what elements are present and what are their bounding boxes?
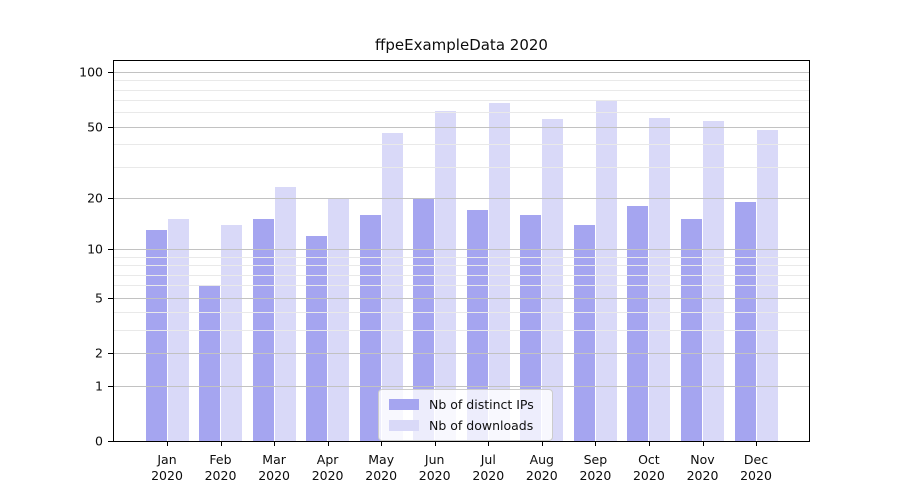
gridline-minor bbox=[114, 256, 809, 258]
gridline-major bbox=[114, 353, 809, 355]
bar-distinct-ips-may bbox=[359, 214, 381, 441]
x-tick-label-sep: Sep 2020 bbox=[579, 452, 612, 483]
gridline-minor bbox=[114, 112, 809, 114]
x-tick-mark bbox=[327, 442, 329, 446]
x-tick-mark bbox=[648, 442, 650, 446]
x-tick-mark bbox=[434, 442, 436, 446]
plot-area: Nb of distinct IPs Nb of downloads bbox=[113, 60, 810, 442]
gridline-minor bbox=[114, 285, 809, 287]
bar-downloads-feb bbox=[221, 224, 242, 441]
x-tick-label-apr: Apr 2020 bbox=[311, 452, 344, 483]
bar-downloads-jul bbox=[488, 102, 510, 441]
y-axis-labels: 0 1 2 5 10 20 50 100 bbox=[0, 60, 103, 449]
x-tick-label-may: May 2020 bbox=[365, 452, 398, 483]
legend-swatch-distinct-ips bbox=[389, 399, 419, 410]
x-tick-mark bbox=[274, 442, 276, 446]
bar-distinct-ips-jan bbox=[145, 230, 167, 441]
x-tick-label-jun: Jun 2020 bbox=[418, 452, 451, 483]
y-tick-label-1: 1 bbox=[95, 378, 103, 394]
gridline-major bbox=[114, 126, 809, 128]
y-tick-label-50: 50 bbox=[87, 119, 103, 135]
y-tick-mark bbox=[108, 385, 113, 387]
x-tick-label-jul: Jul 2020 bbox=[472, 452, 505, 483]
bar-downloads-mar bbox=[274, 186, 296, 441]
y-tick-label-100: 100 bbox=[79, 64, 103, 80]
legend-swatch-downloads bbox=[389, 420, 419, 431]
y-tick-label-5: 5 bbox=[95, 290, 103, 306]
x-tick-label-jan: Jan 2020 bbox=[151, 452, 183, 483]
y-tick-mark bbox=[108, 297, 113, 299]
bar-downloads-may bbox=[381, 133, 403, 441]
bar-downloads-sep bbox=[595, 100, 617, 441]
bar-distinct-ips-apr bbox=[306, 236, 328, 441]
legend-label-distinct-ips: Nb of distinct IPs bbox=[429, 397, 534, 412]
legend-item-distinct-ips: Nb of distinct IPs bbox=[389, 397, 542, 412]
gridline-minor bbox=[114, 274, 809, 276]
y-tick-mark bbox=[108, 353, 113, 355]
bar-distinct-ips-oct bbox=[627, 205, 649, 441]
legend: Nb of distinct IPs Nb of downloads bbox=[378, 389, 553, 441]
y-tick-label-2: 2 bbox=[95, 345, 103, 361]
bar-distinct-ips-jun bbox=[413, 197, 435, 441]
gridline-major bbox=[114, 197, 809, 199]
x-tick-mark bbox=[541, 442, 543, 446]
x-tick-mark bbox=[702, 442, 704, 446]
bar-distinct-ips-dec bbox=[734, 201, 756, 441]
gridline-major bbox=[114, 385, 809, 387]
x-tick-label-mar: Mar 2020 bbox=[258, 452, 290, 483]
gridline-minor bbox=[114, 144, 809, 146]
bar-distinct-ips-feb bbox=[199, 285, 220, 441]
x-tick-label-oct: Oct 2020 bbox=[632, 452, 665, 483]
gridline-major bbox=[114, 297, 809, 299]
legend-item-downloads: Nb of downloads bbox=[389, 418, 542, 433]
gridline-minor bbox=[114, 100, 809, 102]
bar-distinct-ips-jul bbox=[466, 209, 488, 441]
x-tick-mark bbox=[167, 442, 168, 446]
gridline-minor bbox=[114, 312, 809, 314]
gridline-major bbox=[114, 72, 809, 74]
bar-distinct-ips-aug bbox=[520, 214, 542, 441]
y-tick-mark bbox=[108, 126, 113, 128]
x-tick-label-feb: Feb 2020 bbox=[204, 452, 237, 483]
x-tick-mark bbox=[381, 442, 383, 446]
x-axis-labels: Jan 2020 Feb 2020 Mar 2020 Apr 2020 May 2020 Jun 20… bbox=[114, 452, 809, 492]
gridline-minor bbox=[114, 330, 809, 332]
bar-downloads-aug bbox=[542, 119, 564, 441]
chart-title: ffpeExampleData 2020 bbox=[375, 36, 548, 54]
y-tick-label-20: 20 bbox=[87, 190, 103, 206]
y-tick-label-0: 0 bbox=[95, 433, 103, 449]
x-tick-label-nov: Nov 2020 bbox=[686, 452, 719, 483]
x-tick-mark bbox=[595, 442, 597, 446]
y-tick-mark bbox=[108, 197, 113, 199]
y-tick-mark bbox=[108, 72, 113, 74]
x-tick-mark bbox=[756, 442, 757, 446]
gridline-minor bbox=[114, 89, 809, 91]
bar-downloads-apr bbox=[328, 197, 350, 441]
bar-distinct-ips-sep bbox=[573, 224, 595, 441]
x-tick-label-dec: Dec 2020 bbox=[740, 452, 772, 483]
y-tick-mark bbox=[108, 441, 113, 442]
x-tick-label-aug: Aug 2020 bbox=[525, 452, 558, 483]
gridline-major bbox=[114, 249, 809, 251]
gridline-minor bbox=[114, 80, 809, 82]
bar-downloads-nov bbox=[703, 120, 724, 441]
bar-downloads-jun bbox=[435, 111, 457, 441]
x-tick-mark bbox=[488, 442, 490, 446]
x-tick-mark bbox=[220, 442, 222, 446]
y-tick-label-10: 10 bbox=[87, 241, 103, 257]
y-tick-mark bbox=[108, 249, 113, 251]
legend-label-downloads: Nb of downloads bbox=[429, 418, 534, 433]
gridline-minor bbox=[114, 265, 809, 267]
gridline-minor bbox=[114, 166, 809, 168]
bar-downloads-oct bbox=[649, 117, 671, 441]
